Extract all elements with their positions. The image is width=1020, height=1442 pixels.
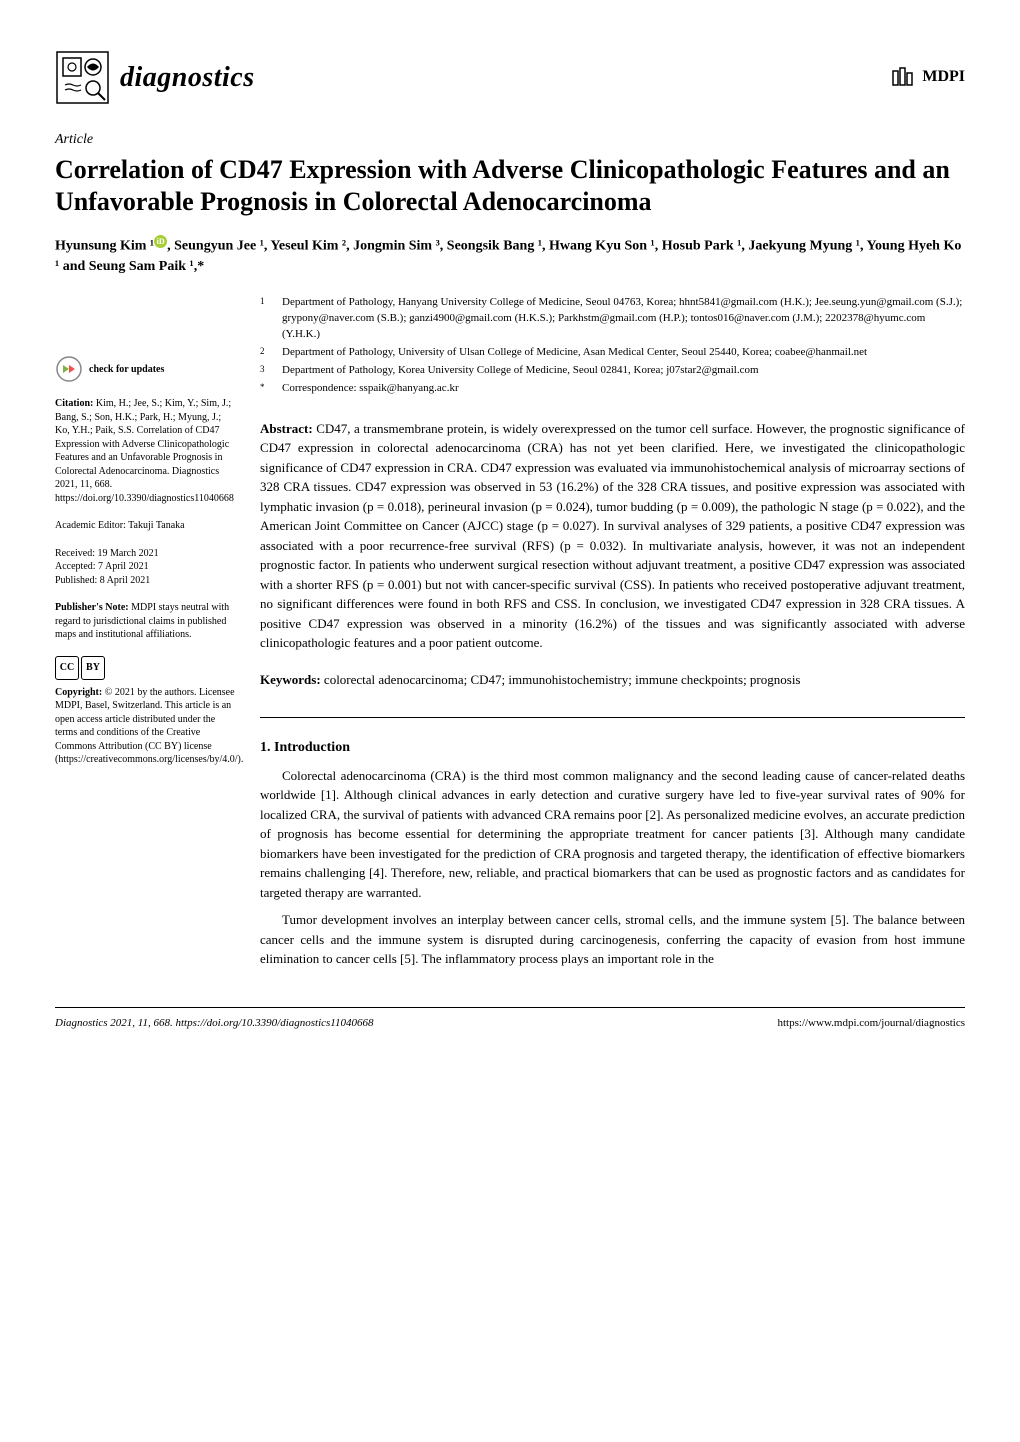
- affil-num: 1: [260, 295, 272, 343]
- affil-text: Department of Pathology, Korea Universit…: [282, 363, 965, 379]
- sidebar: check for updates Citation: Kim, H.; Jee…: [55, 295, 235, 976]
- publisher-name: MDPI: [922, 66, 965, 88]
- authors-part2: , Seungyun Jee ¹, Yeseul Kim ², Jongmin …: [55, 238, 961, 274]
- published-date: Published: 8 April 2021: [55, 574, 235, 588]
- section-divider: [260, 717, 965, 718]
- mdpi-icon: [888, 63, 918, 93]
- affiliation-item: 1 Department of Pathology, Hanyang Unive…: [260, 295, 965, 343]
- check-updates[interactable]: check for updates: [55, 355, 235, 383]
- footer-url: https://www.mdpi.com/journal/diagnostics: [778, 1016, 966, 1031]
- citation-label: Citation:: [55, 398, 93, 409]
- cc-icon: CC: [55, 656, 79, 680]
- main-content: 1 Department of Pathology, Hanyang Unive…: [260, 295, 965, 976]
- cc-icons: CC BY: [55, 656, 235, 680]
- mdpi-logo: MDPI: [888, 63, 965, 93]
- citation-block: Citation: Kim, H.; Jee, S.; Kim, Y.; Sim…: [55, 397, 235, 505]
- affiliation-item: * Correspondence: sspaik@hanyang.ac.kr: [260, 381, 965, 397]
- accepted-date: Accepted: 7 April 2021: [55, 560, 235, 574]
- affil-text: Correspondence: sspaik@hanyang.ac.kr: [282, 381, 965, 397]
- journal-name: diagnostics: [120, 58, 255, 97]
- affiliation-item: 2 Department of Pathology, University of…: [260, 345, 965, 361]
- affil-text: Department of Pathology, Hanyang Univers…: [282, 295, 965, 343]
- journal-logo: diagnostics: [55, 50, 255, 105]
- affil-text: Department of Pathology, University of U…: [282, 345, 965, 361]
- affil-num: *: [260, 381, 272, 397]
- footer-citation: Diagnostics 2021, 11, 668. https://doi.o…: [55, 1016, 374, 1031]
- copyright-label: Copyright:: [55, 687, 102, 698]
- abstract-text: CD47, a transmembrane protein, is widely…: [260, 421, 965, 651]
- received-date: Received: 19 March 2021: [55, 547, 235, 561]
- footer: Diagnostics 2021, 11, 668. https://doi.o…: [55, 1007, 965, 1031]
- authors-part1: Hyunsung Kim ¹: [55, 238, 154, 253]
- affiliations: 1 Department of Pathology, Hanyang Unive…: [260, 295, 965, 397]
- keywords-label: Keywords:: [260, 672, 324, 687]
- keywords-text: colorectal adenocarcinoma; CD47; immunoh…: [324, 672, 801, 687]
- body-paragraph: Colorectal adenocarcinoma (CRA) is the t…: [260, 766, 965, 903]
- affil-num: 2: [260, 345, 272, 361]
- affiliation-item: 3 Department of Pathology, Korea Univers…: [260, 363, 965, 379]
- section-heading: 1. Introduction: [260, 738, 965, 758]
- body-paragraph: Tumor development involves an interplay …: [260, 910, 965, 969]
- check-updates-icon: [55, 355, 83, 383]
- keywords: Keywords: colorectal adenocarcinoma; CD4…: [260, 671, 965, 689]
- abstract-label: Abstract:: [260, 421, 316, 436]
- orcid-icon: iD: [154, 235, 167, 248]
- editor-block: Academic Editor: Takuji Tanaka: [55, 519, 235, 533]
- header-row: diagnostics MDPI: [55, 50, 965, 105]
- citation-text: Kim, H.; Jee, S.; Kim, Y.; Sim, J.; Bang…: [55, 398, 234, 504]
- dates-block: Received: 19 March 2021 Accepted: 7 Apri…: [55, 547, 235, 588]
- article-type: Article: [55, 130, 965, 150]
- abstract: Abstract: CD47, a transmembrane protein,…: [260, 419, 965, 653]
- publishers-note: Publisher's Note: MDPI stays neutral wit…: [55, 601, 235, 642]
- copyright-text: © 2021 by the authors. Licensee MDPI, Ba…: [55, 687, 243, 766]
- note-label: Publisher's Note:: [55, 602, 129, 613]
- diagnostics-logo-icon: [55, 50, 110, 105]
- license-block: CC BY Copyright: © 2021 by the authors. …: [55, 656, 235, 767]
- affil-num: 3: [260, 363, 272, 379]
- article-title: Correlation of CD47 Expression with Adve…: [55, 154, 965, 219]
- check-updates-label: check for updates: [89, 364, 164, 375]
- authors: Hyunsung Kim ¹iD, Seungyun Jee ¹, Yeseul…: [55, 235, 965, 278]
- by-icon: BY: [81, 656, 105, 680]
